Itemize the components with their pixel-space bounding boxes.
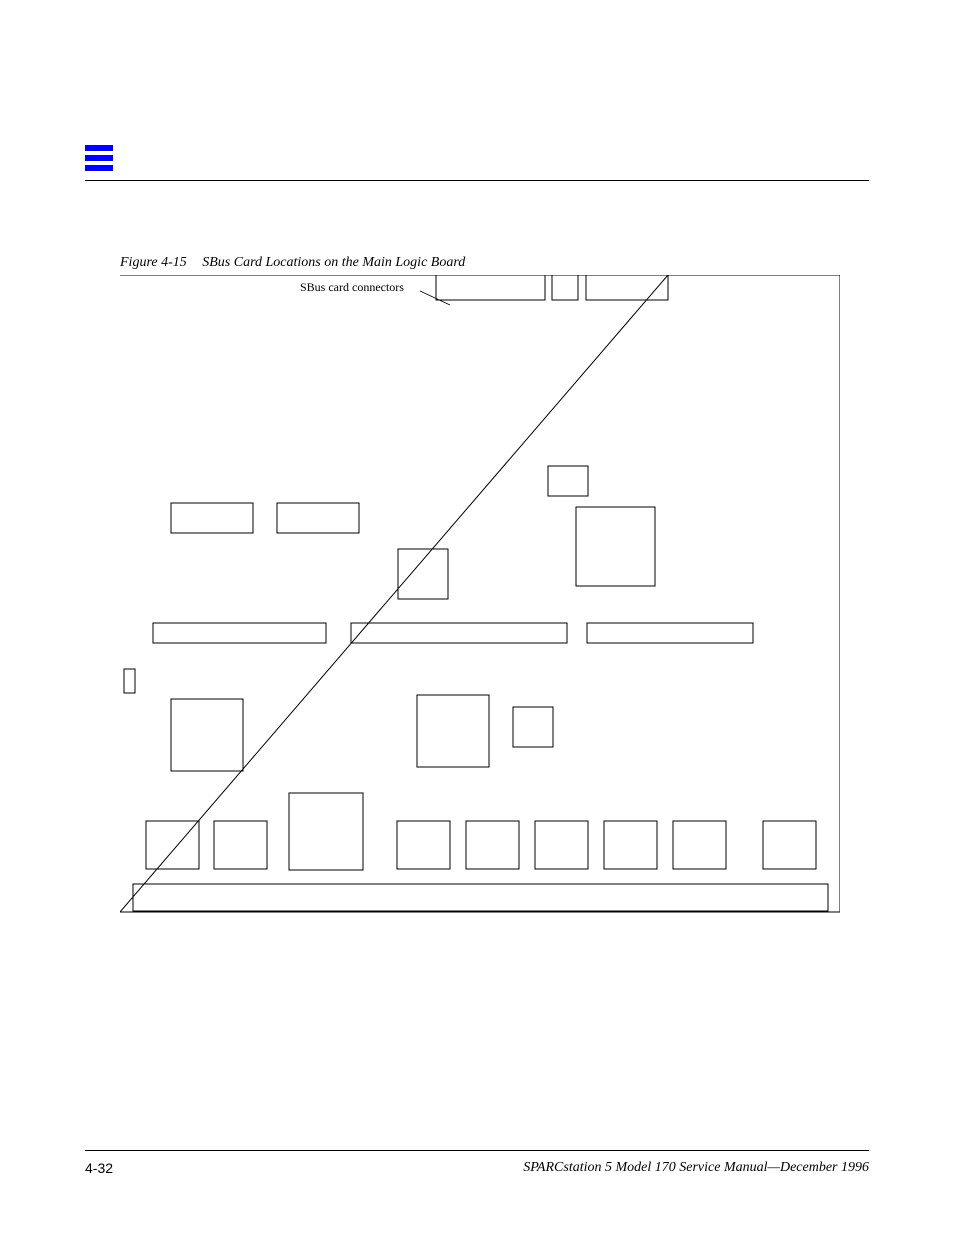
- component-6: [351, 623, 567, 643]
- component-20: [763, 821, 816, 869]
- component-0: [171, 503, 253, 533]
- component-9: [171, 699, 243, 771]
- component-14: [214, 821, 267, 869]
- component-8: [124, 669, 135, 693]
- component-15: [397, 821, 450, 869]
- document-page: Figure 4-15 SBus Card Locations on the M…: [0, 0, 954, 1235]
- component-12: [289, 793, 363, 870]
- sbus-slot-1: [552, 275, 578, 300]
- sbus-slot-0: [436, 275, 545, 300]
- header-rule: [85, 180, 869, 181]
- figure-number: Figure 4-15: [120, 255, 187, 270]
- sbus-slot-2: [586, 275, 668, 300]
- leader-line: [420, 291, 450, 305]
- component-16: [466, 821, 519, 869]
- footer-doc-info: SPARCstation 5 Model 170 Service Manual—…: [523, 1160, 869, 1176]
- section-marker-icon: [85, 145, 113, 173]
- component-19: [673, 821, 726, 869]
- board-outline: [120, 275, 840, 912]
- page-number: 4-32: [85, 1160, 113, 1176]
- component-1: [277, 503, 359, 533]
- component-7: [587, 623, 753, 643]
- component-18: [604, 821, 657, 869]
- footer-rule: [85, 1150, 869, 1151]
- component-11: [513, 707, 553, 747]
- component-13: [146, 821, 199, 869]
- doc-title: SPARCstation 5 Model 170 Service Manual: [523, 1160, 767, 1175]
- component-17: [535, 821, 588, 869]
- component-5: [153, 623, 326, 643]
- component-10: [417, 695, 489, 767]
- component-2: [548, 466, 588, 496]
- component-4: [576, 507, 655, 586]
- main-logic-board-diagram: [120, 275, 840, 925]
- doc-date: December 1996: [780, 1160, 869, 1175]
- figure-title: SBus Card Locations on the Main Logic Bo…: [202, 255, 465, 270]
- figure-caption: Figure 4-15 SBus Card Locations on the M…: [120, 255, 465, 271]
- component-3: [398, 549, 448, 599]
- component-21: [133, 884, 828, 911]
